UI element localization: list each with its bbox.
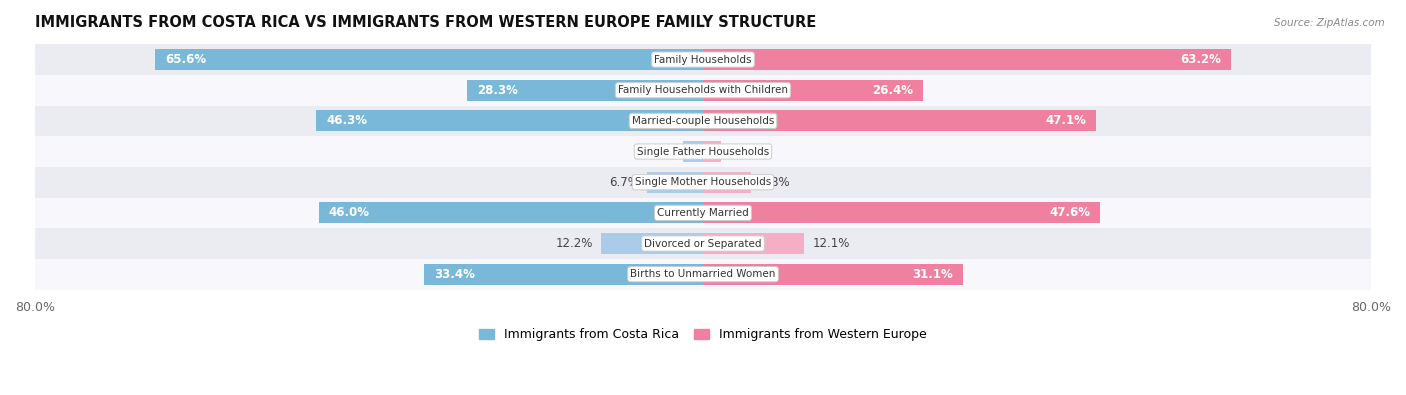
Text: 63.2%: 63.2% xyxy=(1180,53,1220,66)
Bar xyxy=(35,136,1371,167)
Text: Single Father Households: Single Father Households xyxy=(637,147,769,156)
Text: 65.6%: 65.6% xyxy=(166,53,207,66)
Text: 12.2%: 12.2% xyxy=(555,237,593,250)
Text: Single Mother Households: Single Mother Households xyxy=(636,177,770,187)
Text: 2.1%: 2.1% xyxy=(728,145,759,158)
Bar xyxy=(467,80,703,101)
Text: 47.1%: 47.1% xyxy=(1046,115,1087,127)
Text: 6.7%: 6.7% xyxy=(609,176,638,189)
Bar xyxy=(703,233,804,254)
Bar xyxy=(35,259,1371,290)
Text: 47.6%: 47.6% xyxy=(1049,206,1091,219)
Bar xyxy=(35,228,1371,259)
Text: 28.3%: 28.3% xyxy=(477,84,517,97)
Text: 26.4%: 26.4% xyxy=(872,84,914,97)
Bar xyxy=(703,80,924,101)
Text: Family Households: Family Households xyxy=(654,55,752,64)
Text: Source: ZipAtlas.com: Source: ZipAtlas.com xyxy=(1274,18,1385,28)
Text: Divorced or Separated: Divorced or Separated xyxy=(644,239,762,248)
Text: 2.4%: 2.4% xyxy=(645,145,675,158)
Text: IMMIGRANTS FROM COSTA RICA VS IMMIGRANTS FROM WESTERN EUROPE FAMILY STRUCTURE: IMMIGRANTS FROM COSTA RICA VS IMMIGRANTS… xyxy=(35,15,817,30)
Bar xyxy=(703,111,1097,131)
Bar xyxy=(703,141,720,162)
Text: 46.3%: 46.3% xyxy=(326,115,367,127)
Text: Currently Married: Currently Married xyxy=(657,208,749,218)
Text: Births to Unmarried Women: Births to Unmarried Women xyxy=(630,269,776,279)
Bar xyxy=(35,44,1371,75)
Bar xyxy=(703,172,751,193)
Bar xyxy=(35,105,1371,136)
Bar xyxy=(647,172,703,193)
Bar xyxy=(35,198,1371,228)
Bar xyxy=(425,264,703,285)
Bar xyxy=(703,202,1101,223)
Bar xyxy=(319,202,703,223)
Bar xyxy=(683,141,703,162)
Bar xyxy=(316,111,703,131)
Text: 31.1%: 31.1% xyxy=(912,268,953,281)
Bar xyxy=(35,167,1371,198)
Text: Married-couple Households: Married-couple Households xyxy=(631,116,775,126)
Bar xyxy=(35,75,1371,105)
Text: 46.0%: 46.0% xyxy=(329,206,370,219)
Text: 33.4%: 33.4% xyxy=(434,268,475,281)
Bar xyxy=(155,49,703,70)
Bar xyxy=(602,233,703,254)
Bar xyxy=(703,264,963,285)
Legend: Immigrants from Costa Rica, Immigrants from Western Europe: Immigrants from Costa Rica, Immigrants f… xyxy=(474,323,932,346)
Text: 12.1%: 12.1% xyxy=(813,237,849,250)
Text: Family Households with Children: Family Households with Children xyxy=(619,85,787,95)
Text: 5.8%: 5.8% xyxy=(759,176,789,189)
Bar xyxy=(703,49,1230,70)
